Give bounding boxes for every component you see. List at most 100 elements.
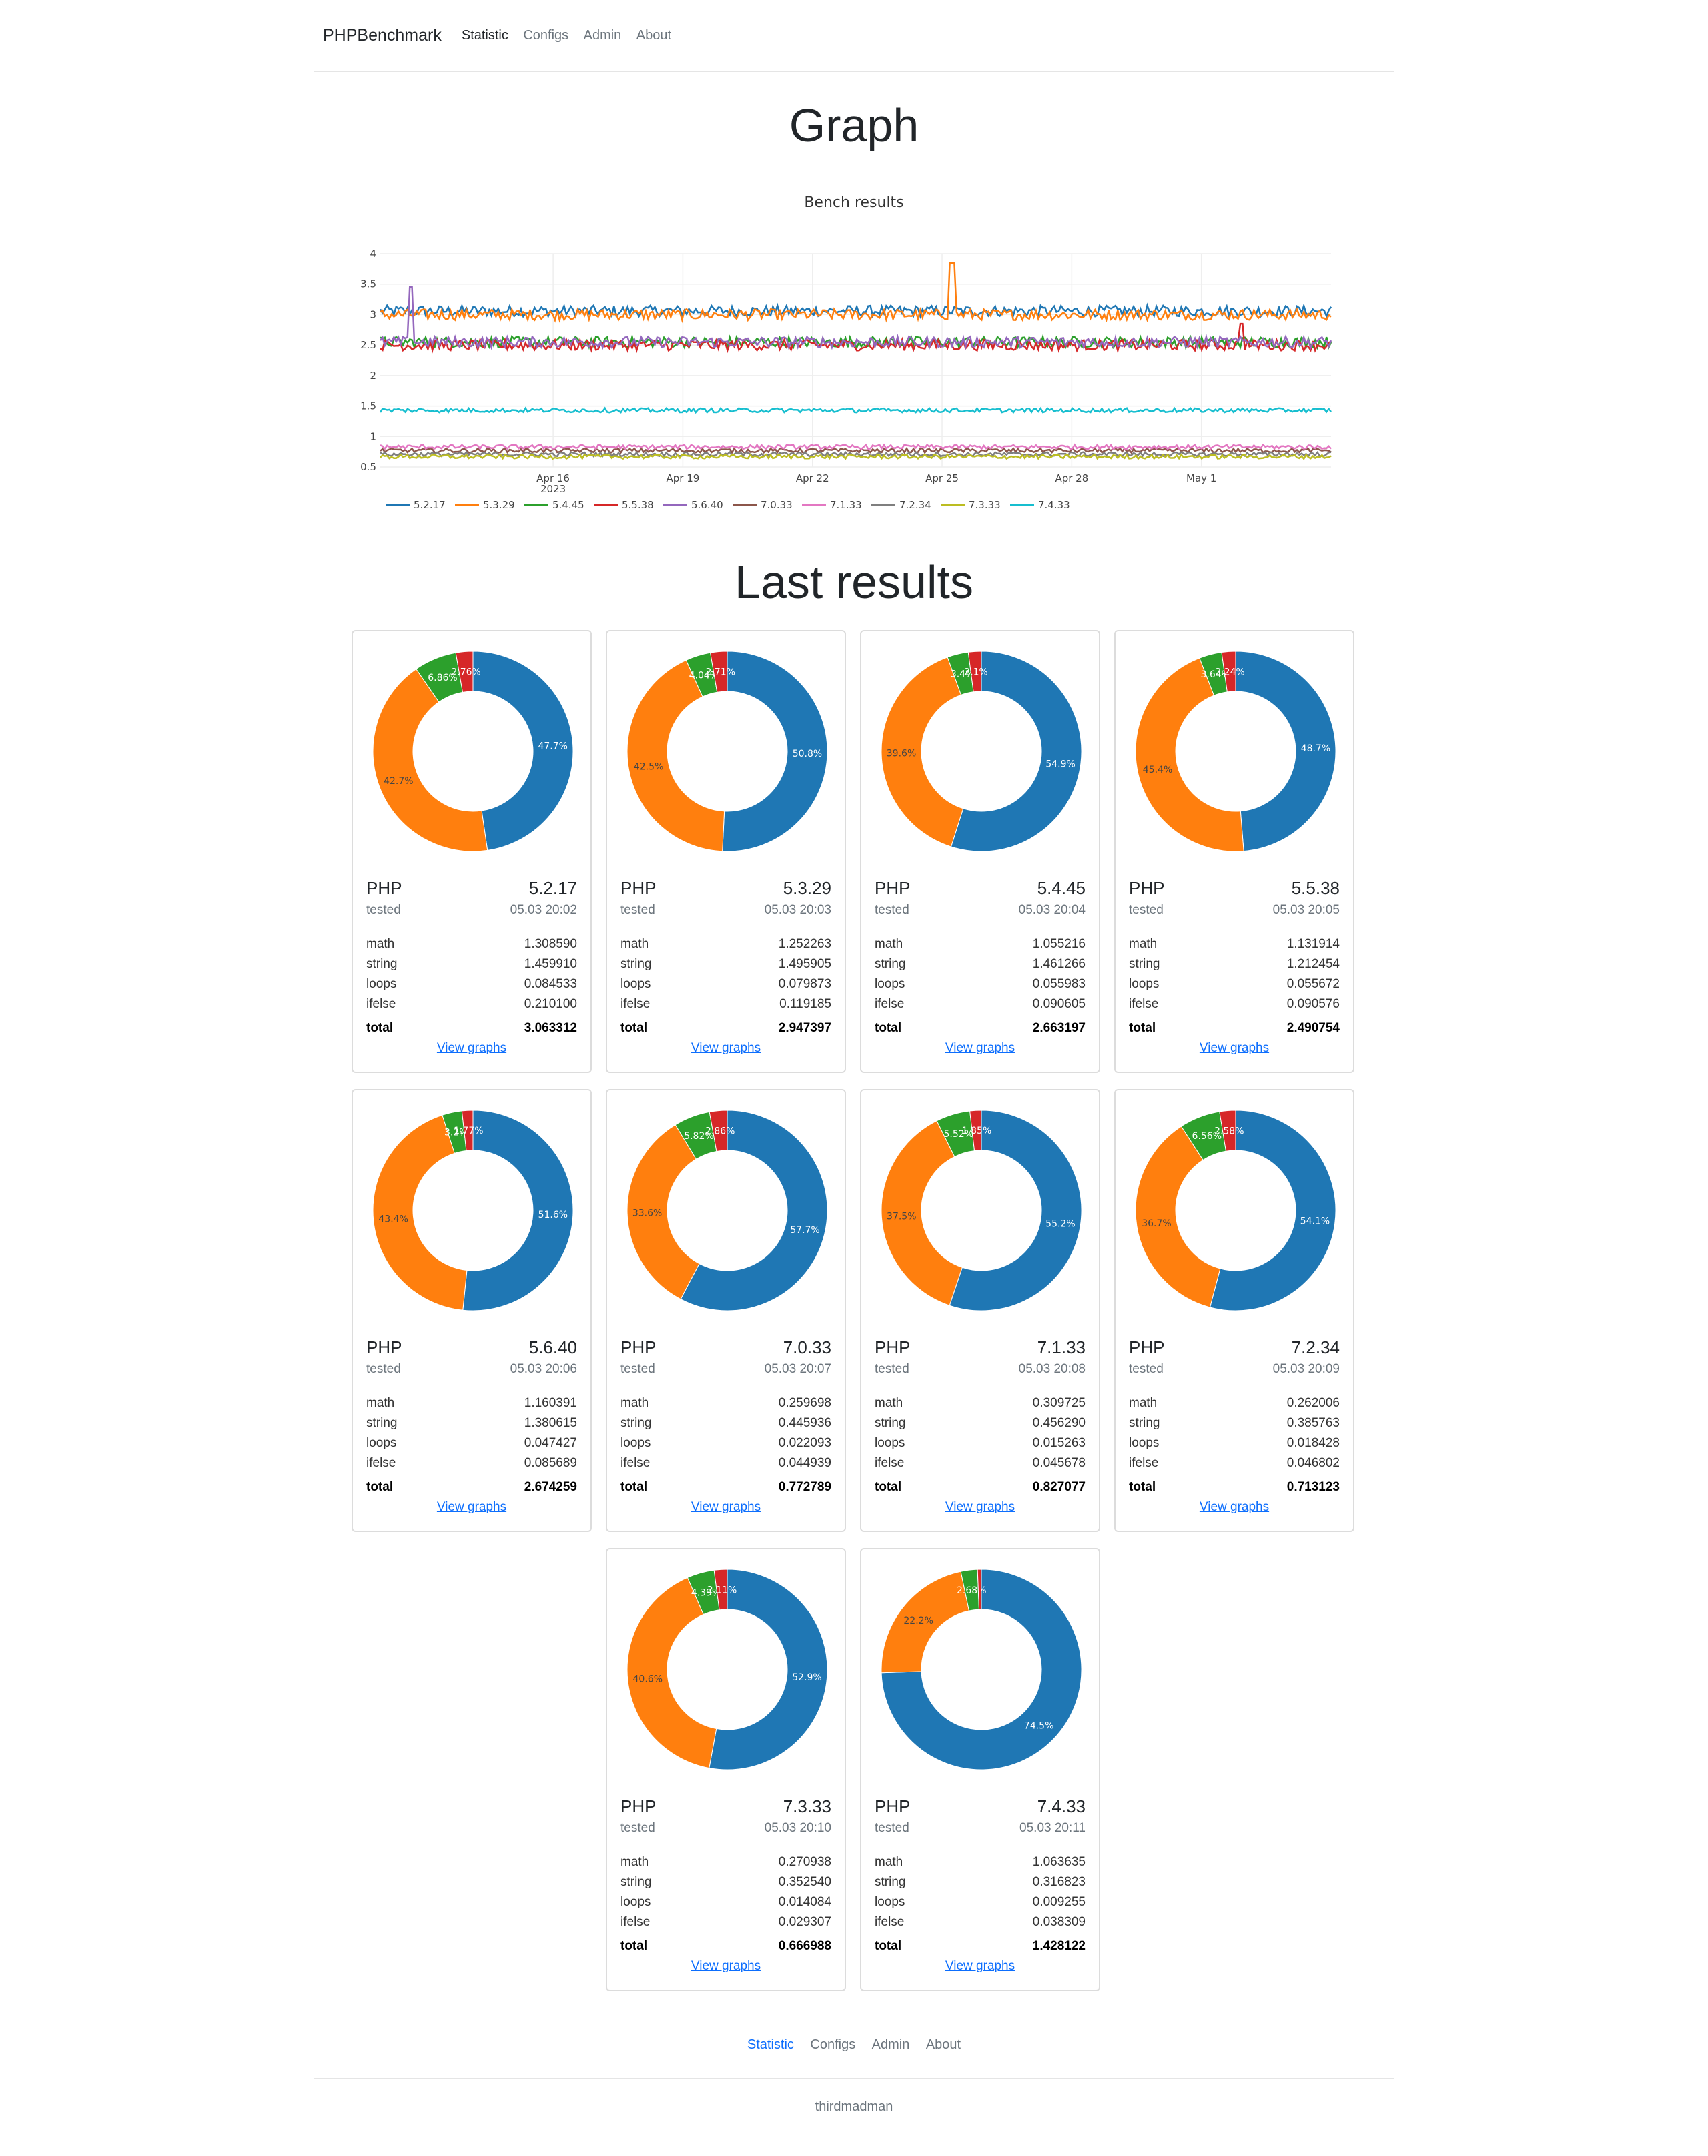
metrics-table: math 1.131914 string 1.212454 loops 0.055672 i… — [1129, 934, 1340, 1038]
bench-results-line-chart[interactable]: Bench results 0.5 1 1.5 2 2.5 3 3.5 4 Apr 162023… — [314, 180, 1394, 527]
view-graphs-link[interactable]: View graphs — [1199, 1500, 1270, 1514]
legend-label[interactable]: 7.2.34 — [899, 499, 931, 511]
donut-slice-ifelse[interactable] — [1221, 651, 1236, 693]
php-version: 5.6.40 — [528, 1337, 577, 1357]
donut-slice-math[interactable] — [1209, 1110, 1336, 1311]
view-graphs-link[interactable]: View graphs — [436, 1041, 507, 1055]
view-graphs-link[interactable]: View graphs — [691, 1041, 761, 1055]
donut-slice-math[interactable] — [680, 1110, 828, 1311]
donut-chart[interactable]: 54.9% 39.6% 3.4%2.1% — [875, 645, 1088, 858]
nav-item-about[interactable]: About — [636, 27, 672, 43]
legend-label[interactable]: 7.3.33 — [969, 499, 1001, 511]
donut-chart[interactable]: 54.1% 36.7% 6.56%2.58% — [1129, 1104, 1342, 1317]
y-tick-label: 2.5 — [360, 339, 376, 351]
donut-chart[interactable]: 55.2% 37.5% 5.52%1.85% — [875, 1104, 1088, 1317]
donut-slice-string[interactable] — [881, 1120, 963, 1306]
metric-value: 0.309725 — [1032, 1396, 1086, 1410]
chart-legend[interactable]: 5.2.17 5.3.29 5.4.45 5.5.38 5.6.40 7.0.33 7.1.… — [386, 499, 1070, 511]
slice-percent-label: 1.77% — [454, 1126, 483, 1136]
view-graphs-link[interactable]: View graphs — [436, 1500, 507, 1514]
donut-slice-math[interactable] — [950, 651, 1082, 852]
nav-item-configs[interactable]: Configs — [523, 27, 569, 43]
donut-slice-math[interactable] — [881, 1569, 1082, 1770]
php-label: PHP — [1129, 878, 1165, 898]
donut-slice-ifelse[interactable] — [709, 1110, 728, 1152]
legend-label[interactable]: 5.2.17 — [414, 499, 446, 511]
donut-slice-string[interactable] — [626, 659, 725, 852]
donut-chart[interactable]: 50.8% 42.5% 4.04%2.71% — [620, 645, 834, 858]
legend-label[interactable]: 5.5.38 — [622, 499, 654, 511]
metric-row-string: string 1.459910 — [366, 954, 577, 974]
view-graphs-link[interactable]: View graphs — [945, 1959, 1015, 1973]
metric-value: 1.495905 — [778, 957, 831, 971]
view-graphs-link[interactable]: View graphs — [945, 1041, 1015, 1055]
legend-label[interactable]: 7.4.33 — [1038, 499, 1070, 511]
x-tick-label: 2023 — [540, 483, 566, 495]
donut-chart[interactable]: 74.5% 22.2% 2.68% — [875, 1563, 1088, 1776]
donut-slice-string[interactable] — [372, 1114, 468, 1311]
slice-percent-label: 22.2% — [903, 1615, 933, 1626]
legend-label[interactable]: 5.6.40 — [691, 499, 723, 511]
donut-slice-ifelse[interactable] — [967, 651, 982, 693]
total-label: total — [875, 1480, 902, 1494]
donut-slice-string[interactable] — [1135, 657, 1244, 852]
donut-slice-string[interactable] — [626, 1577, 717, 1769]
donut-chart[interactable]: 48.7% 45.4% 3.64%2.24% — [1129, 645, 1342, 858]
footer-item-configs[interactable]: Configs — [810, 2037, 856, 2052]
legend-label[interactable]: 7.0.33 — [761, 499, 793, 511]
metric-label: ifelse — [875, 1915, 905, 1929]
donut-slice-ifelse[interactable] — [710, 651, 728, 693]
donut-slice-string[interactable] — [881, 657, 964, 847]
slice-percent-label: 37.5% — [887, 1211, 916, 1222]
donut-chart[interactable]: 52.9% 40.6% 4.39%2.11% — [620, 1563, 834, 1776]
donut-slice-ifelse[interactable] — [455, 651, 474, 693]
donut-slice-math[interactable] — [472, 651, 574, 851]
donut-slice-math[interactable] — [709, 1569, 828, 1770]
nav-item-admin[interactable]: Admin — [583, 27, 622, 43]
card-header: PHP 7.0.33 tested 05.03 20:07 — [620, 1337, 831, 1377]
slice-percent-label: 3.2% — [444, 1128, 468, 1138]
footer-item-admin[interactable]: Admin — [871, 2037, 910, 2052]
legend-label[interactable]: 5.4.45 — [552, 499, 584, 511]
donut-slice-ifelse[interactable] — [977, 1569, 982, 1610]
metric-value: 0.352540 — [778, 1875, 831, 1889]
view-graphs-link[interactable]: View graphs — [1199, 1041, 1270, 1055]
donut-chart[interactable]: 57.7% 33.6% 5.82%2.86% — [620, 1104, 834, 1317]
view-graphs-link[interactable]: View graphs — [691, 1500, 761, 1514]
total-value: 3.063312 — [524, 1021, 577, 1035]
donut-slice-string[interactable] — [626, 1124, 700, 1300]
donut-slice-ifelse[interactable] — [713, 1569, 728, 1611]
donut-slice-ifelse[interactable] — [1219, 1110, 1236, 1152]
donut-slice-math[interactable] — [462, 1110, 574, 1311]
donut-slice-string[interactable] — [881, 1571, 970, 1674]
view-graphs-link[interactable]: View graphs — [691, 1959, 761, 1973]
footer-item-statistic[interactable]: Statistic — [747, 2037, 794, 2052]
donut-chart[interactable]: 47.7% 42.7% 6.86%2.76% — [366, 645, 580, 858]
y-tick-label: 3.5 — [360, 278, 376, 290]
metric-row-ifelse: ifelse 0.210100 — [366, 994, 577, 1014]
legend-label[interactable]: 7.1.33 — [830, 499, 862, 511]
legend-label[interactable]: 5.3.29 — [483, 499, 515, 511]
metric-row-string: string 0.456290 — [875, 1413, 1086, 1433]
total-value: 2.490754 — [1286, 1021, 1340, 1035]
donut-chart[interactable]: 51.6% 43.4% 3.2%1.77% — [366, 1104, 580, 1317]
graph-heading: Graph — [789, 99, 919, 151]
donut-slice-ifelse[interactable] — [461, 1110, 474, 1152]
brand-logo[interactable]: PHPBenchmark — [323, 25, 442, 45]
donut-slice-math[interactable] — [949, 1110, 1082, 1311]
donut-slice-string[interactable] — [372, 668, 488, 852]
donut-slice-math[interactable] — [722, 651, 828, 852]
view-graphs-link[interactable]: View graphs — [945, 1500, 1015, 1514]
metric-label: math — [620, 1396, 649, 1410]
metric-row-loops: loops 0.047427 — [366, 1433, 577, 1453]
result-card: 47.7% 42.7% 6.86% 2.76% PHP 5.2.17 tested 05.03… — [352, 630, 592, 1073]
metric-row-ifelse: ifelse 0.119185 — [620, 994, 831, 1014]
donut-slice-math[interactable] — [1235, 651, 1336, 852]
tested-label: tested — [620, 903, 655, 917]
tested-timestamp: 05.03 20:02 — [510, 903, 577, 917]
donut-slice-string[interactable] — [1135, 1126, 1221, 1308]
result-card: 57.7% 33.6% 5.82% 2.86% PHP 7.0.33 tested 05.03… — [606, 1089, 846, 1532]
footer-item-about[interactable]: About — [925, 2037, 961, 2052]
donut-slice-ifelse[interactable] — [969, 1110, 982, 1152]
nav-item-statistic[interactable]: Statistic — [461, 27, 508, 43]
